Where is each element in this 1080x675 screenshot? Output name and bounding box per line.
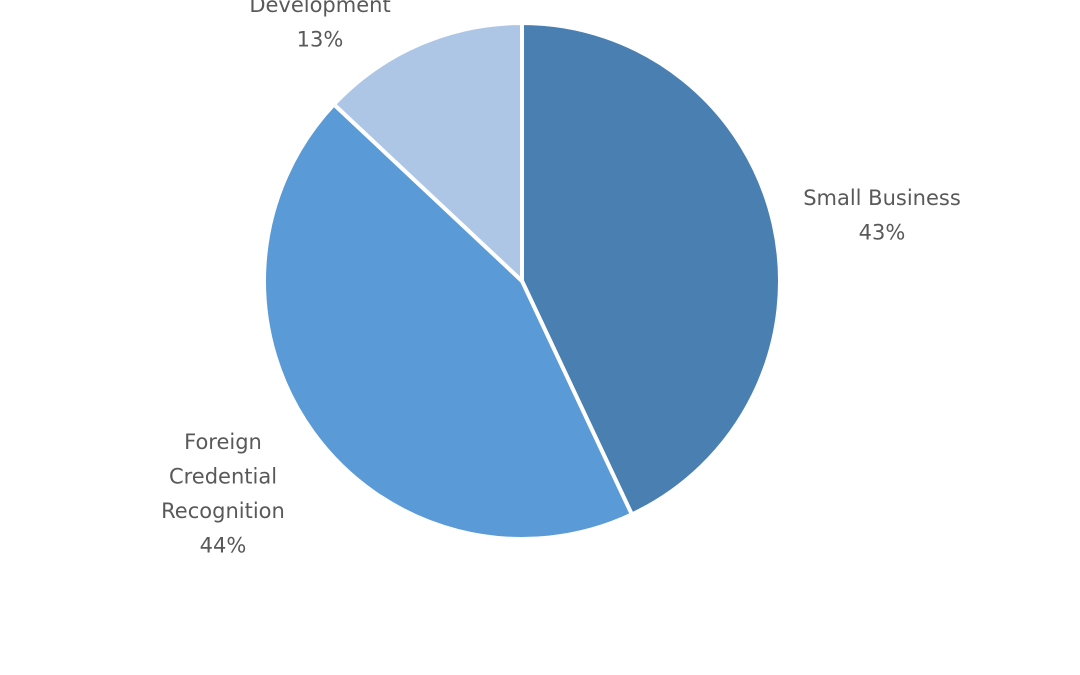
slice-percent-label: 43% [859, 221, 906, 245]
slice-category-label: Credential [169, 465, 277, 489]
pie-slice-foreign-credential-recognition [262, 102, 634, 541]
slice-label-small-business: Small Business 43% [803, 186, 961, 245]
slice-label-foreign-credential-recognition: Foreign Credential Recognition 44% [161, 430, 285, 558]
slice-percent-label: 13% [297, 28, 344, 52]
slice-percent-label: 44% [200, 534, 247, 558]
slice-category-label: Development [249, 0, 390, 17]
pie-slice-development [331, 21, 524, 283]
slice-labels: Small Business 43% Foreign Credential Recogn… [161, 0, 961, 558]
slice-category-label: Small Business [803, 186, 961, 210]
pie-slice-small-business [520, 21, 782, 517]
pie-slices [262, 21, 782, 541]
slice-label-development: Development 13% [249, 0, 390, 52]
slice-category-label: Foreign [184, 430, 262, 454]
slice-category-label: Recognition [161, 499, 285, 523]
